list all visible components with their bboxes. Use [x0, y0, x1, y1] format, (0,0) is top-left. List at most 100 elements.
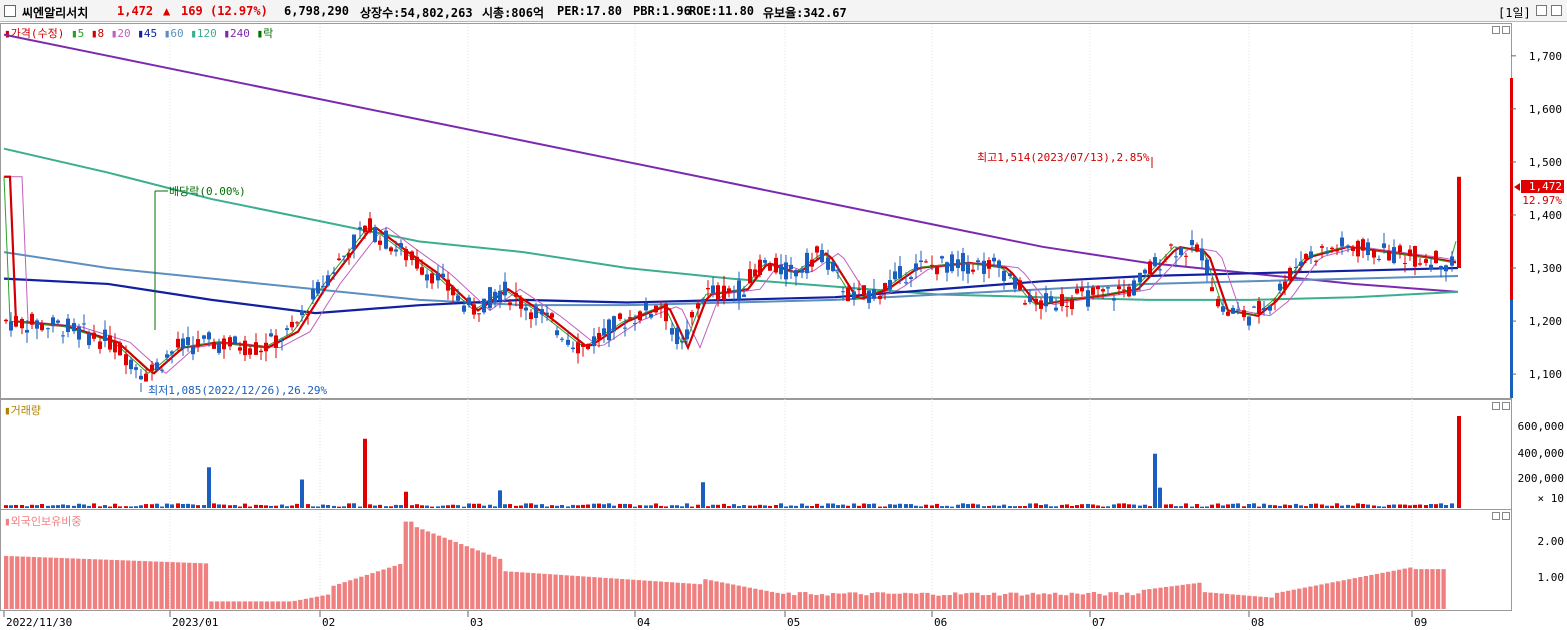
candle-body [1418, 263, 1422, 265]
volume-bar [1210, 504, 1214, 508]
candle-body [1288, 267, 1292, 280]
foreign-legend: ▮외국인보유비중 [4, 515, 82, 528]
price-tick: 1,500 [1529, 156, 1562, 169]
foreign-bar [281, 601, 286, 609]
high-annotation: 최고1,514(2023/07/13),2.85% [977, 151, 1153, 168]
candle-body [425, 274, 429, 281]
volume-bar [332, 505, 336, 508]
volume-bar [399, 505, 403, 508]
volume-bar [222, 504, 226, 508]
volume-bar [378, 504, 382, 508]
candle-body [1210, 287, 1214, 292]
foreign-bar [603, 577, 608, 609]
price-tick: 1,300 [1529, 262, 1562, 275]
candle-body [956, 259, 960, 268]
candle-body [810, 259, 814, 267]
candle-body [784, 262, 788, 280]
foreign-bar [892, 593, 897, 609]
foreign-bar [1252, 596, 1258, 609]
foreign-bar [436, 535, 442, 609]
panel-close-icon[interactable] [1502, 26, 1510, 34]
candle-body [982, 260, 986, 274]
close-icon[interactable] [1551, 5, 1562, 16]
select-checkbox[interactable] [4, 5, 16, 17]
foreign-bar [9, 556, 14, 609]
candle-body [841, 291, 845, 293]
foreign-bar [398, 564, 403, 609]
volume-close-icon[interactable] [1502, 402, 1510, 410]
volume-bar [368, 504, 372, 508]
foreign-bar [631, 579, 636, 609]
volume-bar [1143, 504, 1147, 508]
volume-bar [644, 505, 648, 508]
volume-bar [618, 503, 622, 508]
candle-body [66, 318, 70, 333]
volume-bar [1408, 505, 1412, 508]
volume-bar [956, 504, 960, 508]
volume-maximize-icon[interactable] [1492, 402, 1500, 410]
volume-bar [878, 506, 882, 508]
foreign-bar [414, 527, 419, 609]
volume-bar [753, 505, 757, 508]
volume-bar [524, 503, 528, 508]
foreign-bar [697, 584, 703, 609]
candle-body [789, 264, 793, 270]
candle-body [1304, 253, 1308, 260]
minimize-icon[interactable] [1536, 5, 1547, 16]
foreign-bar [309, 597, 314, 609]
legend-ma8: 8 [97, 27, 105, 40]
foreign-bar [364, 574, 370, 609]
volume-bar [1195, 504, 1199, 508]
candle-body [4, 319, 8, 322]
volume-bar [602, 504, 606, 508]
candle-body [1096, 286, 1100, 290]
panel-maximize-icon[interactable] [1492, 26, 1500, 34]
foreign-bar [497, 558, 503, 609]
candle-body [878, 295, 882, 300]
foreign-bar [1352, 578, 1357, 609]
candle-body [482, 298, 486, 313]
date-label: 2022/11/30 [6, 616, 72, 629]
candle-body [212, 341, 216, 349]
foreign-bar [658, 581, 664, 609]
foreign-close-icon[interactable] [1502, 512, 1510, 520]
price-tick: 1,600 [1529, 103, 1562, 116]
volume-bar [384, 506, 388, 508]
candle-body [633, 323, 637, 325]
candle-body [274, 335, 278, 348]
foreign-bar [864, 595, 869, 609]
volume-bar [139, 505, 143, 508]
foreign-bar [681, 583, 686, 609]
foreign-bar [1286, 590, 1291, 609]
candle-body [1242, 310, 1246, 318]
volume-bar [1226, 504, 1230, 508]
foreign-bar [275, 601, 281, 609]
foreign-bar [692, 583, 697, 609]
vol-tick-3: 200,000 [1518, 472, 1564, 485]
foreign-bar [1202, 592, 1208, 609]
candle-body [909, 277, 913, 280]
candle-body [862, 285, 866, 296]
candle-body [342, 255, 346, 257]
volume-bar [581, 504, 585, 508]
legend-ex-dividend: 락 [263, 27, 274, 40]
foreign-bar [1413, 569, 1418, 609]
period-selector[interactable]: [1일] [1498, 6, 1531, 20]
candle-body [352, 234, 356, 250]
candle-body [1268, 305, 1272, 311]
foreign-bar [1380, 572, 1385, 609]
candle-body [758, 259, 762, 275]
volume-bar [155, 503, 159, 508]
candle-body [1346, 245, 1350, 248]
volume-bar [1288, 505, 1292, 508]
date-label: 04 [637, 616, 651, 629]
candle-body [815, 246, 819, 253]
foreign-bar [420, 529, 425, 609]
foreign-bar [1219, 593, 1224, 609]
volume-bar [571, 504, 575, 508]
candle-body [774, 257, 778, 273]
foreign-bar [392, 565, 397, 609]
volume-bar [456, 505, 460, 508]
foreign-maximize-icon[interactable] [1492, 512, 1500, 520]
volume-bar [930, 505, 934, 508]
